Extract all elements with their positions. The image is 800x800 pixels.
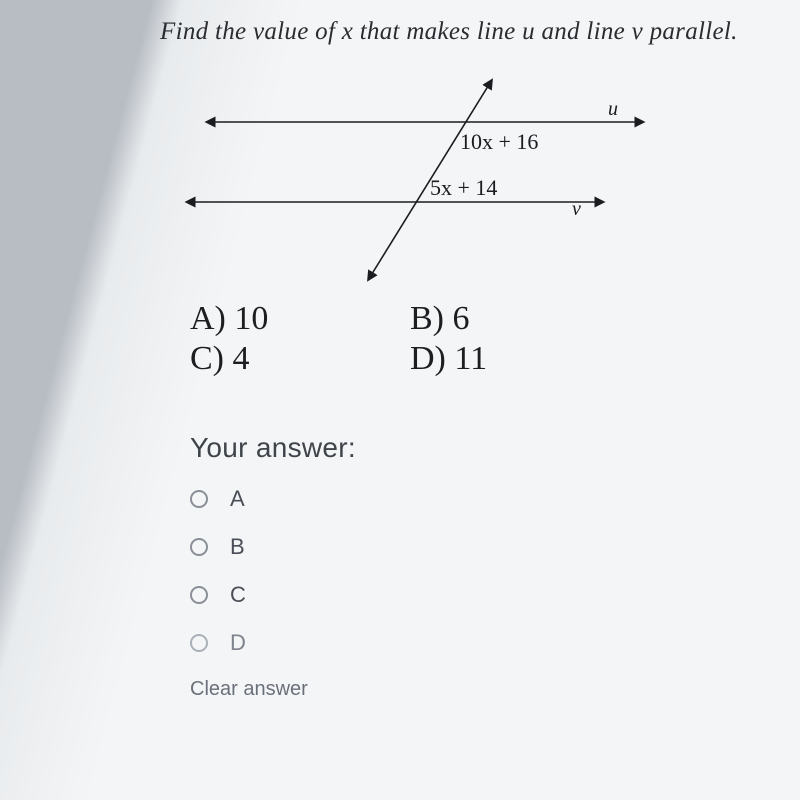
your-answer-label: Your answer:: [190, 432, 780, 464]
radio-option-a[interactable]: A: [190, 486, 780, 512]
choice-d: D) 11: [410, 340, 630, 378]
radio-option-c[interactable]: C: [190, 582, 780, 608]
radio-label: B: [230, 534, 245, 560]
label-u: u: [608, 98, 618, 120]
answer-choices: A) 10 B) 6 C) 4 D) 11: [190, 300, 780, 378]
radio-label: C: [230, 582, 246, 608]
radio-circle-icon: [190, 586, 208, 604]
choice-c: C) 4: [190, 340, 410, 378]
radio-label: D: [230, 630, 246, 656]
radio-option-b[interactable]: B: [190, 534, 780, 560]
clear-answer-link[interactable]: Clear answer: [190, 678, 780, 701]
radio-label: A: [230, 486, 245, 512]
choice-b: B) 6: [410, 300, 630, 338]
choice-a: A) 10: [190, 300, 410, 338]
angle-label-u: 10x + 16: [460, 129, 538, 154]
radio-circle-icon: [190, 490, 208, 508]
geometry-diagram: u v 10x + 16 5x + 14: [140, 67, 700, 287]
label-v: v: [572, 198, 581, 220]
radio-option-d[interactable]: D: [190, 630, 780, 656]
question-text: Find the value of x that makes line u an…: [160, 14, 780, 49]
radio-circle-icon: [190, 634, 208, 652]
radio-circle-icon: [190, 538, 208, 556]
angle-label-v: 5x + 14: [430, 175, 497, 200]
